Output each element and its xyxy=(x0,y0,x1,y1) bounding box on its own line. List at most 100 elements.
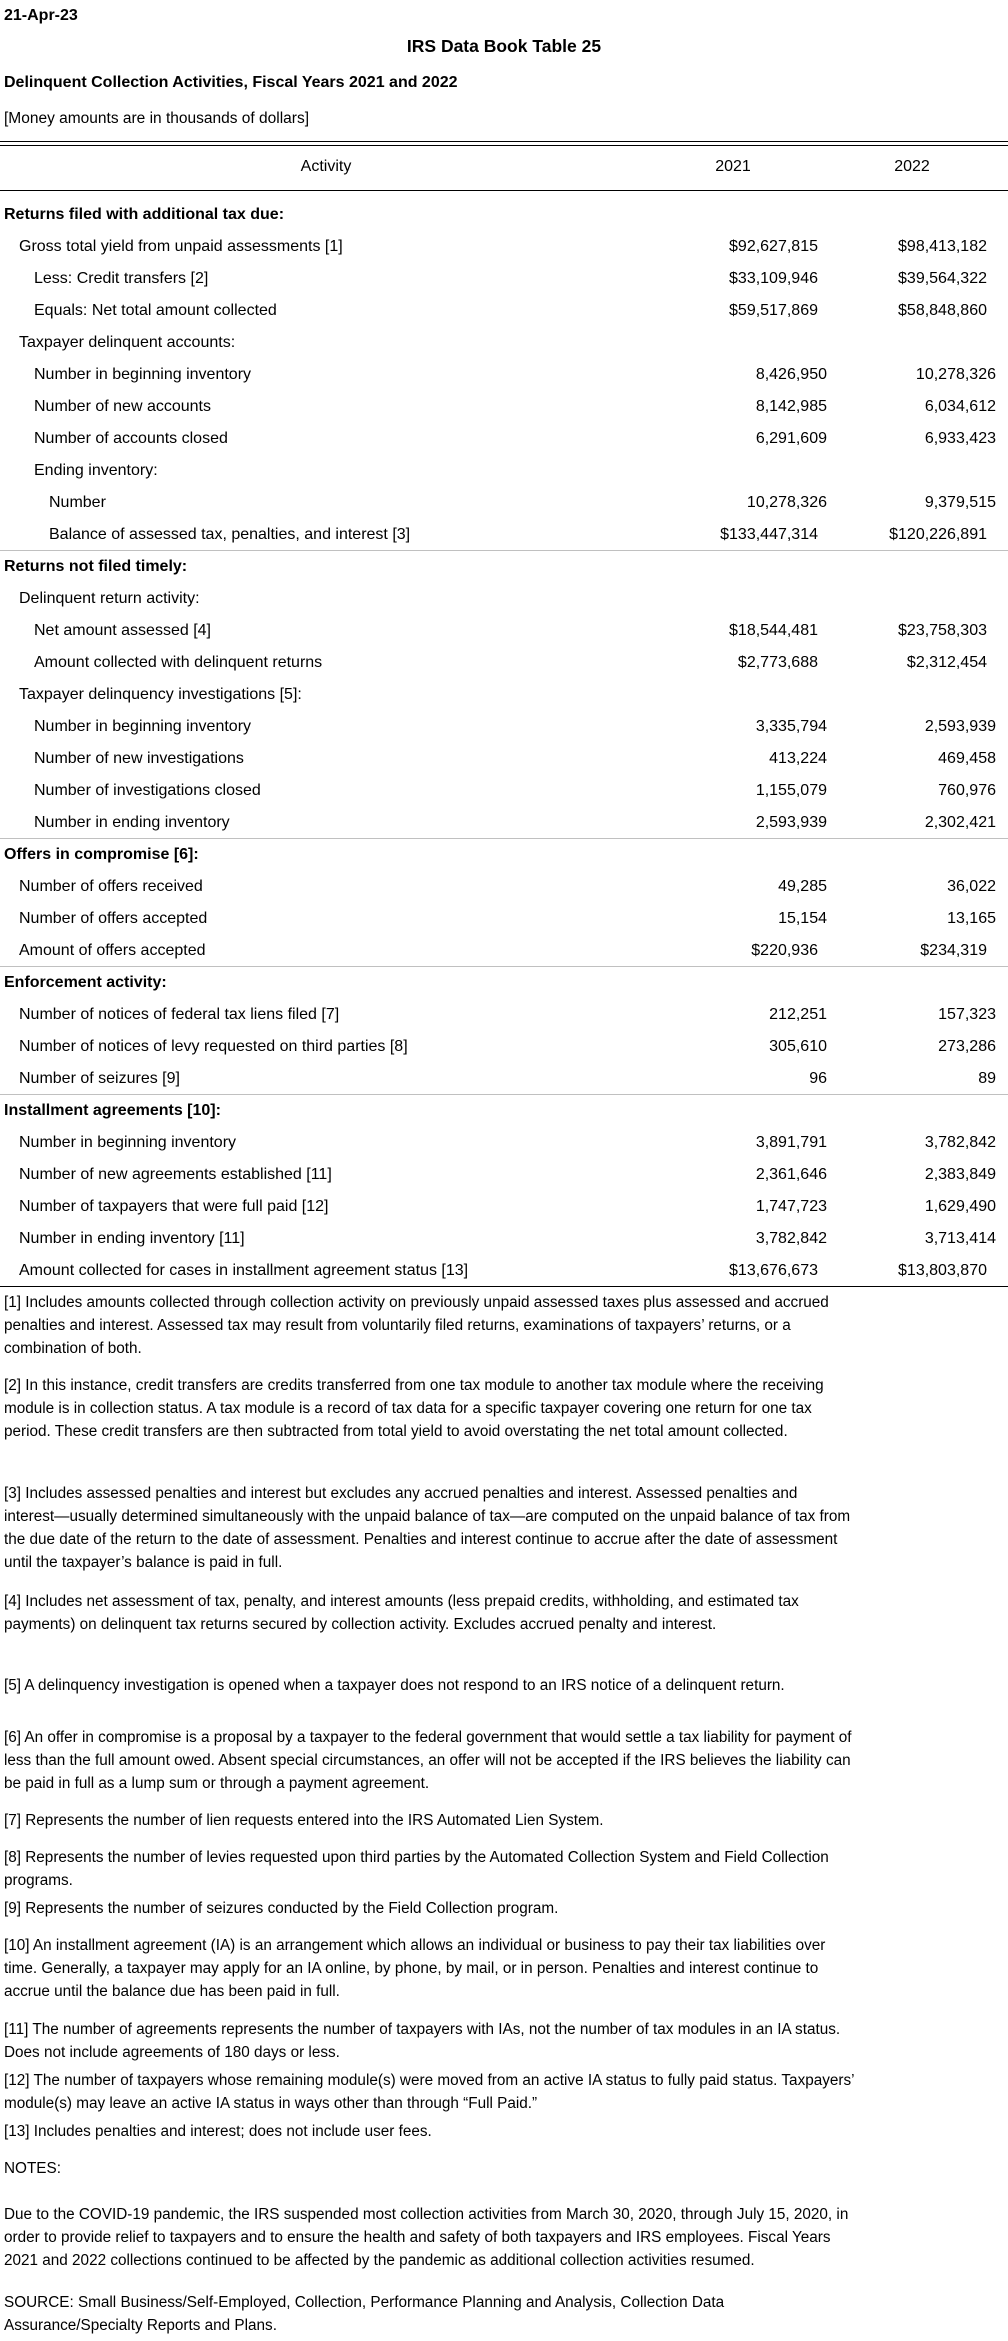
table-row: Number of new agreements established [11… xyxy=(0,1159,1008,1191)
text-line: less than the full amount owed. Absent s… xyxy=(4,1751,851,1769)
footnote: [3] Includes assessed penalties and inte… xyxy=(4,1482,850,1574)
value-2021: $133,447,314 xyxy=(720,526,818,543)
value-2021: 3,335,794 xyxy=(755,718,827,735)
text-line: interest—usually determined simultaneous… xyxy=(4,1507,851,1525)
table-row: Number in beginning inventory 3,335,794 2,… xyxy=(0,711,1008,743)
value-2021: 3,782,842 xyxy=(755,1230,827,1247)
table-row: Delinquent return activity: xyxy=(0,583,1008,615)
footnote: [9] Represents the number of seizures co… xyxy=(4,1897,558,1920)
text-line: module(s) may leave an active IA status … xyxy=(4,2094,538,2112)
value-2022: 2,383,849 xyxy=(924,1166,996,1183)
text-line: 2021 and 2022 collections continued to b… xyxy=(4,2251,755,2269)
value-2022: $39,564,322 xyxy=(898,270,987,287)
section-divider xyxy=(0,550,1008,551)
value-2022: $234,319 xyxy=(920,942,987,959)
value-2021: 1,155,079 xyxy=(755,782,827,799)
text-line: be paid in full as a lump sum or through… xyxy=(4,1774,430,1792)
value-2021: 6,291,609 xyxy=(755,430,827,447)
table-row: Less: Credit transfers [2] $33,109,946 $39… xyxy=(0,263,1008,295)
section-header-row: Offers in compromise [6]: xyxy=(0,839,1008,871)
value-2021: $2,773,688 xyxy=(737,654,818,671)
row-label: Number in ending inventory [11] xyxy=(19,1230,245,1247)
text-line: programs. xyxy=(4,1871,73,1889)
value-2021: 8,426,950 xyxy=(755,366,827,383)
value-2021: $33,109,946 xyxy=(729,270,818,287)
row-label: Amount collected with delinquent returns xyxy=(34,654,323,671)
section-header-row: Installment agreements [10]: xyxy=(0,1095,1008,1127)
section-divider xyxy=(0,1094,1008,1095)
footnote: [7] Represents the number of lien reques… xyxy=(4,1809,603,1832)
text-line: Does not include agreements of 180 days … xyxy=(4,2043,340,2061)
column-header-2022: 2022 xyxy=(894,158,930,175)
footnote: [2] In this instance, credit transfers a… xyxy=(4,1374,824,1443)
section-title: Returns filed with additional tax due: xyxy=(4,206,285,223)
value-2022: 3,713,414 xyxy=(924,1230,996,1247)
text-line: penalties and interest. Assessed tax may… xyxy=(4,1316,791,1334)
report-date: 21-Apr-23 xyxy=(4,7,78,24)
table-row: Balance of assessed tax, penalties, and … xyxy=(0,519,1008,551)
text-line: accrue until the balance due has been pa… xyxy=(4,1982,340,2000)
value-2021: 8,142,985 xyxy=(755,398,827,415)
value-2022: 6,933,423 xyxy=(924,430,996,447)
value-2021: 2,593,939 xyxy=(755,814,827,831)
table-row: Taxpayer delinquency investigations [5]: xyxy=(0,679,1008,711)
value-2021: 1,747,723 xyxy=(755,1198,827,1215)
value-2022: 760,976 xyxy=(938,782,996,799)
section-header-row: Enforcement activity: xyxy=(0,967,1008,999)
value-2022: 9,379,515 xyxy=(924,494,996,511)
value-2022: 469,458 xyxy=(938,750,996,767)
section-divider xyxy=(0,966,1008,967)
value-2022: 2,302,421 xyxy=(924,814,996,831)
value-2022: $13,803,870 xyxy=(898,1262,987,1279)
row-label: Number in beginning inventory xyxy=(34,366,252,383)
footnote: [4] Includes net assessment of tax, pena… xyxy=(4,1590,799,1636)
row-label: Gross total yield from unpaid assessment… xyxy=(19,238,343,255)
text-line: [6] An offer in compromise is a proposal… xyxy=(4,1728,852,1746)
table-row: Amount collected for cases in installmen… xyxy=(0,1255,1008,1287)
value-2021: $18,544,481 xyxy=(729,622,818,639)
section-title: Installment agreements [10]: xyxy=(4,1102,221,1119)
footnote: [6] An offer in compromise is a proposal… xyxy=(4,1726,851,1795)
value-2022: $98,413,182 xyxy=(898,238,987,255)
table-row: Number 10,278,326 9,379,515 xyxy=(0,487,1008,519)
row-label: Number of seizures [9] xyxy=(19,1070,180,1087)
table-row: Equals: Net total amount collected $59,51… xyxy=(0,295,1008,327)
text-line: module is in collection status. A tax mo… xyxy=(4,1399,812,1417)
value-2021: $59,517,869 xyxy=(729,302,818,319)
units-note: [Money amounts are in thousands of dolla… xyxy=(4,110,310,127)
table-row: Number in ending inventory [11] 3,782,842… xyxy=(0,1223,1008,1255)
section-header-row: Returns filed with additional tax due: xyxy=(0,199,1008,231)
table-row: Number in ending inventory 2,593,939 2,302… xyxy=(0,807,1008,839)
value-2022: 2,593,939 xyxy=(924,718,996,735)
table-row: Number of notices of levy requested on t… xyxy=(0,1031,1008,1063)
value-2021: 413,224 xyxy=(769,750,827,767)
notes-heading: NOTES: xyxy=(4,2159,61,2177)
row-label: Taxpayer delinquency investigations [5]: xyxy=(19,686,302,703)
row-label: Number of notices of levy requested on t… xyxy=(19,1038,408,1055)
table-row: Number in beginning inventory 3,891,791 3,… xyxy=(0,1127,1008,1159)
text-line: [10] An installment agreement (IA) is an… xyxy=(4,1936,826,1954)
table-row: Number of new investigations 413,224 469,4… xyxy=(0,743,1008,775)
row-label: Number in ending inventory xyxy=(34,814,230,831)
value-2021: $13,676,673 xyxy=(729,1262,818,1279)
text-line: time. Generally, a taxpayer may apply fo… xyxy=(4,1959,819,1977)
value-2021: 2,361,646 xyxy=(755,1166,827,1183)
table-row: Amount collected with delinquent returns… xyxy=(0,647,1008,679)
text-line: Assurance/Specialty Reports and Plans. xyxy=(4,2316,277,2334)
text-line: [12] The number of taxpayers whose remai… xyxy=(4,2071,855,2089)
table-row: Amount of offers accepted $220,936 $234,31… xyxy=(0,935,1008,967)
text-line: [7] Represents the number of lien reques… xyxy=(4,1811,604,1829)
value-2022: 13,165 xyxy=(947,910,996,927)
value-2021: $220,936 xyxy=(751,942,818,959)
row-label: Number of offers accepted xyxy=(19,910,208,927)
top-rule-2 xyxy=(0,145,1008,146)
row-label: Ending inventory: xyxy=(34,462,158,479)
value-2022: 157,323 xyxy=(938,1006,996,1023)
table-row: Ending inventory: xyxy=(0,455,1008,487)
row-label: Number xyxy=(49,494,106,511)
table-row: Number of investigations closed 1,155,079… xyxy=(0,775,1008,807)
section-title: Enforcement activity: xyxy=(4,974,167,991)
footnote: [1] Includes amounts collected through c… xyxy=(4,1291,829,1360)
footnote: [5] A delinquency investigation is opene… xyxy=(4,1674,785,1697)
row-label: Amount collected for cases in installmen… xyxy=(19,1262,469,1279)
